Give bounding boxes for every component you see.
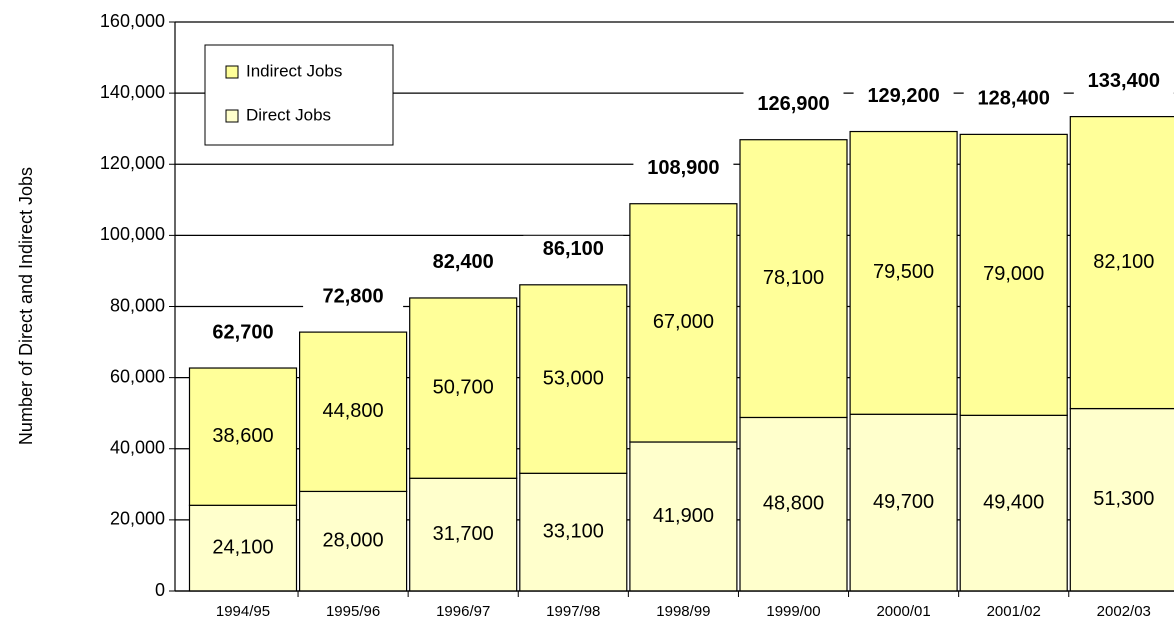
data-label: 44,800 bbox=[323, 400, 384, 422]
x-tick-label: 2000/01 bbox=[876, 603, 930, 620]
x-tick-label: 1998/99 bbox=[656, 603, 710, 620]
y-tick-label: 80,000 bbox=[110, 295, 165, 315]
y-tick-label: 120,000 bbox=[100, 153, 165, 173]
total-label: 86,100 bbox=[543, 238, 604, 260]
total-label: 108,900 bbox=[647, 157, 719, 179]
bar-segment bbox=[519, 284, 628, 474]
x-tick-label: 1997/98 bbox=[546, 603, 600, 620]
y-axis-label: Number of Direct and Indirect Jobs bbox=[16, 167, 36, 445]
y-tick-label: 160,000 bbox=[100, 11, 165, 31]
legend-swatch bbox=[225, 65, 239, 79]
x-tick-label: 2002/03 bbox=[1097, 603, 1151, 620]
data-label: 48,800 bbox=[763, 493, 824, 515]
total-label-bg bbox=[193, 319, 293, 348]
total-label: 128,400 bbox=[978, 88, 1050, 110]
bar-segment bbox=[849, 130, 958, 415]
legend-swatch bbox=[225, 109, 239, 123]
bar-segment bbox=[409, 297, 518, 479]
total-label-bg bbox=[1073, 67, 1174, 96]
bar-segment bbox=[299, 331, 408, 493]
y-tick-label: 20,000 bbox=[110, 509, 165, 529]
x-tick-label: 1996/97 bbox=[436, 603, 490, 620]
x-tick-label: 1999/00 bbox=[766, 603, 820, 620]
total-label-bg bbox=[633, 154, 734, 183]
total-label: 129,200 bbox=[867, 85, 939, 107]
total-label-bg bbox=[523, 235, 624, 264]
y-tick-label: 140,000 bbox=[100, 82, 165, 102]
y-tick-label: 100,000 bbox=[100, 224, 165, 244]
total-label-bg bbox=[303, 283, 404, 312]
data-label: 53,000 bbox=[543, 367, 604, 389]
total-label: 72,800 bbox=[323, 285, 384, 307]
bar-segment bbox=[1069, 115, 1174, 410]
total-label-bg bbox=[743, 90, 844, 119]
total-label-bg bbox=[853, 82, 954, 111]
data-label: 79,000 bbox=[983, 263, 1044, 285]
data-label: 31,700 bbox=[433, 523, 494, 545]
data-label: 24,100 bbox=[212, 536, 273, 558]
total-label: 133,400 bbox=[1088, 70, 1160, 92]
data-label: 51,300 bbox=[1093, 488, 1154, 510]
data-label: 50,700 bbox=[433, 376, 494, 398]
bar-segment bbox=[739, 416, 848, 592]
legend: Indirect Jobs Direct Jobs bbox=[204, 44, 394, 146]
bar-segment bbox=[629, 203, 738, 443]
bar-segment bbox=[959, 133, 1068, 416]
data-label: 49,400 bbox=[983, 491, 1044, 513]
bar-segment bbox=[739, 139, 848, 419]
bar-segment bbox=[849, 413, 958, 592]
data-label: 82,100 bbox=[1093, 251, 1154, 273]
x-tick-label: 2001/02 bbox=[987, 603, 1041, 620]
bar-segment bbox=[299, 490, 408, 592]
data-label: 79,500 bbox=[873, 261, 934, 283]
bar-segment bbox=[959, 414, 1068, 592]
total-label: 62,700 bbox=[212, 321, 273, 343]
total-label: 82,400 bbox=[433, 251, 494, 273]
y-tick-label: 60,000 bbox=[110, 366, 165, 386]
bar-segment bbox=[188, 367, 298, 506]
y-tick-label: 0 bbox=[155, 580, 165, 600]
legend-label: Direct Jobs bbox=[246, 105, 331, 124]
legend-box bbox=[204, 44, 394, 146]
x-tick-label: 1994/95 bbox=[216, 603, 270, 620]
total-label-bg bbox=[963, 85, 1064, 114]
data-label: 38,600 bbox=[212, 425, 273, 447]
data-label: 41,900 bbox=[653, 505, 714, 527]
data-label: 67,000 bbox=[653, 311, 714, 333]
legend-label: Indirect Jobs bbox=[246, 61, 342, 80]
x-tick-label: 1995/96 bbox=[326, 603, 380, 620]
bar-segment bbox=[409, 477, 518, 592]
data-label: 28,000 bbox=[323, 529, 384, 551]
bar-segment bbox=[629, 441, 738, 592]
y-tick-label: 40,000 bbox=[110, 438, 165, 458]
total-label: 126,900 bbox=[757, 93, 829, 115]
data-label: 33,100 bbox=[543, 520, 604, 542]
total-label-bg bbox=[413, 248, 514, 277]
data-label: 49,700 bbox=[873, 491, 934, 513]
data-label: 78,100 bbox=[763, 267, 824, 289]
